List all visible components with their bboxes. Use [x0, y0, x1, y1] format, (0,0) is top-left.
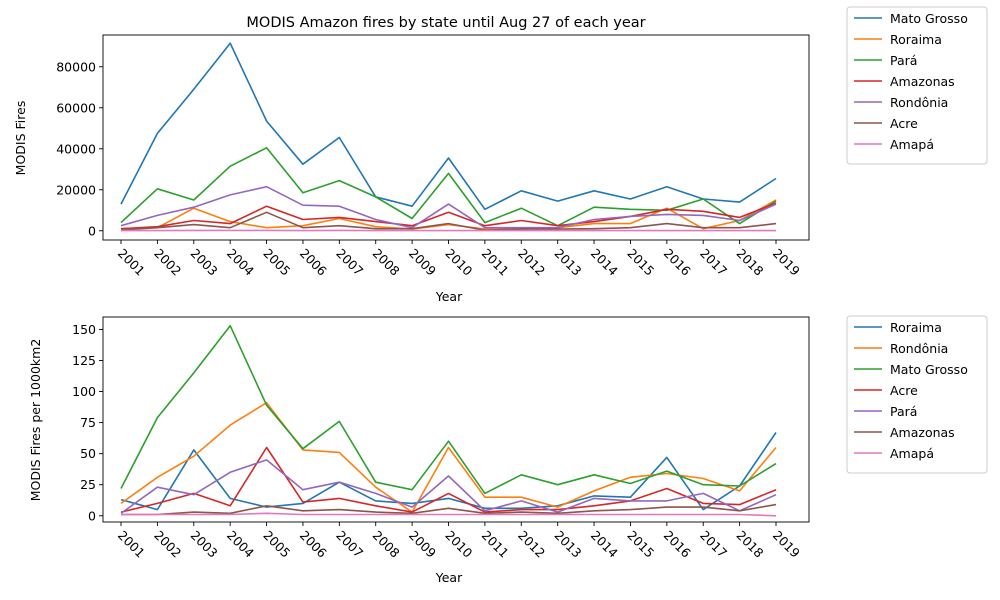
bottom-legend-label: Amazonas: [890, 425, 955, 440]
top-chart-title: MODIS Amazon fires by state until Aug 27…: [246, 15, 645, 31]
top-series-line: [120, 147, 777, 227]
top-legend-label: Acre: [890, 116, 918, 131]
bottom-y-tick-label: 125: [72, 353, 96, 368]
bottom-series-lines: [120, 324, 777, 517]
top-series-lines: [120, 42, 777, 232]
top-y-tick-label: 80000: [56, 59, 96, 74]
top-series-line: [120, 211, 777, 231]
top-chart: MODIS Amazon fires by state until Aug 27…: [13, 6, 988, 304]
bottom-series-line: [120, 401, 777, 513]
bottom-y-tick-label: 150: [72, 322, 96, 337]
bottom-legend-label: Rondônia: [890, 341, 948, 356]
bottom-legend: Roraima Rondônia Mato Grosso Acre Pará Amazon…: [846, 315, 988, 474]
bottom-y-axis-label: MODIS Fires per 1000km2: [28, 339, 43, 502]
top-legend-label: Amapá: [890, 137, 934, 152]
bottom-legend-label: Acre: [890, 383, 918, 398]
top-legend-label: Roraima: [890, 32, 942, 47]
bottom-legend-label: Mato Grosso: [890, 362, 968, 377]
bottom-y-tick-label: 25: [80, 477, 96, 492]
top-y-tick-label: 40000: [56, 141, 96, 156]
top-legend-label: Rondônia: [890, 95, 948, 110]
top-series-line: [120, 185, 777, 229]
bottom-legend-box: [846, 315, 988, 474]
bottom-y-ticks: 0 25 50 75 100 125 150: [72, 322, 103, 523]
bottom-series-line: [120, 324, 777, 495]
bottom-y-tick-label: 50: [80, 446, 96, 461]
top-legend-box: [846, 6, 988, 165]
top-y-tick-label: 20000: [56, 182, 96, 197]
top-y-ticks: 0 20000 40000 60000 80000: [56, 59, 103, 238]
top-legend-label: Amazonas: [890, 74, 955, 89]
bottom-legend-label: Pará: [890, 404, 917, 419]
top-y-axis-label: MODIS Fires: [13, 101, 28, 176]
bottom-y-tick-label: 75: [80, 415, 96, 430]
bottom-series-line: [120, 446, 777, 513]
bottom-y-tick-label: 100: [72, 384, 96, 399]
bottom-series-line: [120, 459, 777, 514]
bottom-series-line: [120, 432, 777, 511]
top-legend-label: Mato Grosso: [890, 11, 968, 26]
top-plot-frame: [102, 34, 810, 241]
bottom-y-tick-label: 0: [88, 508, 96, 523]
top-legend-label: Pará: [890, 53, 917, 68]
bottom-plot-frame: [102, 316, 810, 523]
top-series-line: [120, 42, 777, 211]
bottom-series-line: [121, 503, 777, 516]
bottom-legend-label: Roraima: [890, 320, 942, 335]
top-legend: Mato Grosso Roraima Pará Amazonas Rondônia Ac…: [846, 6, 988, 165]
bottom-legend-label: Amapá: [890, 446, 934, 461]
top-series-line: [120, 202, 777, 230]
top-y-tick-label: 0: [88, 223, 96, 238]
bottom-series-line: [121, 512, 777, 517]
bottom-x-axis-label: Year: [435, 570, 463, 585]
top-y-tick-label: 60000: [56, 100, 96, 115]
top-x-axis-label: Year: [435, 289, 463, 304]
top-series-line: [120, 199, 777, 230]
